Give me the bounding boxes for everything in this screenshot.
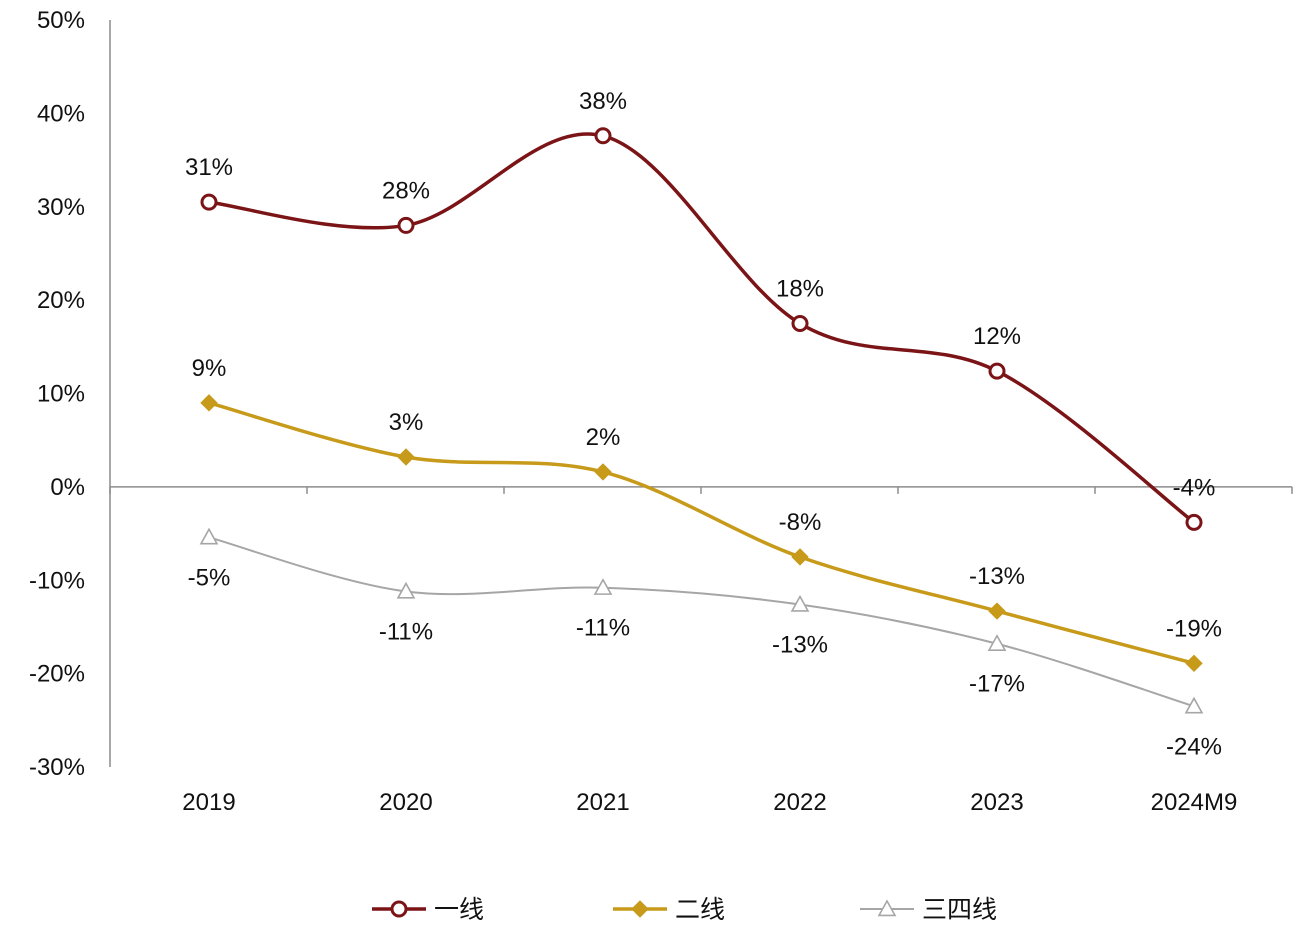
legend-label: 一线 — [434, 895, 484, 924]
data-point-tier3-4 — [396, 581, 416, 599]
x-tick-label: 2019 — [182, 789, 235, 816]
data-point-tier2 — [594, 463, 612, 481]
data-label-tier2: -8% — [779, 509, 822, 536]
series-tier2 — [200, 394, 1203, 673]
y-tick-label: -30% — [29, 754, 85, 781]
y-tick-label: 20% — [37, 287, 85, 314]
data-label-tier3-4: -5% — [188, 564, 231, 591]
series-line-tier3-4 — [208, 536, 1195, 708]
series-tier3-4 — [199, 527, 1204, 714]
data-label-tier2: 3% — [389, 409, 424, 436]
legend-swatch-marker — [390, 900, 408, 918]
data-label-tier3-4: -24% — [1166, 733, 1222, 760]
data-label-tier3-4: -13% — [772, 632, 828, 659]
data-point-tier1 — [200, 193, 218, 211]
data-point-tier1 — [594, 127, 612, 145]
legend-item-tier3-4: 三四线 — [860, 895, 997, 924]
data-point-tier3-4 — [593, 578, 613, 595]
legend-swatch-marker — [631, 900, 649, 918]
data-point-tier1 — [791, 314, 809, 332]
data-point-tier3-4 — [790, 594, 810, 612]
x-tick-label: 2021 — [576, 789, 629, 816]
x-tick-label: 2022 — [773, 789, 826, 816]
data-label-tier2: 2% — [586, 424, 621, 451]
data-label-tier3-4: -11% — [576, 615, 630, 642]
data-point-tier2 — [200, 394, 218, 412]
data-label-tier2: -19% — [1166, 615, 1222, 642]
data-point-tier3-4 — [199, 527, 219, 545]
y-tick-label: 10% — [37, 381, 85, 408]
data-point-tier1 — [397, 216, 415, 234]
data-point-tier2 — [1185, 654, 1203, 673]
y-tick-label: 0% — [50, 474, 85, 501]
data-label-tier1: 28% — [382, 177, 430, 204]
data-label-tier1: 31% — [185, 154, 233, 181]
data-label-tier2: -13% — [969, 563, 1025, 590]
y-tick-label: 30% — [37, 194, 85, 221]
legend-label: 三四线 — [922, 895, 997, 924]
data-point-tier3-4 — [1184, 696, 1204, 714]
y-tick-label: 40% — [37, 100, 85, 127]
data-labels: 31% 28% 38% 18% 12% -4% 9% 3% 2% -8% -13% -19% -5% -1… — [185, 88, 1222, 761]
legend-label: 二线 — [675, 895, 725, 924]
series-line-tier1 — [207, 132, 1196, 525]
data-point-tier1 — [1185, 513, 1203, 531]
y-tick-label: -10% — [29, 567, 85, 594]
data-point-tier2 — [397, 448, 415, 466]
x-tick-label: 2024M9 — [1151, 789, 1238, 816]
data-point-tier1 — [988, 362, 1006, 380]
series-group — [199, 127, 1204, 714]
y-tick-label: 50% — [37, 7, 85, 34]
legend-item-tier2: 二线 — [613, 895, 725, 924]
data-label-tier1: 18% — [776, 275, 824, 302]
axes: -30% -20% -10% 0% 10% 20% 30% 40% 50% 2019 2020 202… — [29, 7, 1293, 816]
legend-swatch-marker — [877, 899, 897, 917]
data-label-tier1: -4% — [1173, 474, 1216, 501]
data-label-tier2: 9% — [192, 355, 227, 382]
legend: 一线 二线 三四线 — [372, 895, 997, 924]
legend-item-tier1: 一线 — [372, 895, 484, 924]
series-tier1 — [200, 127, 1203, 531]
series-line-tier2 — [207, 401, 1196, 666]
data-label-tier3-4: -11% — [379, 618, 433, 645]
x-tick-label: 2020 — [379, 789, 432, 816]
data-label-tier1: 38% — [579, 88, 627, 115]
data-point-tier2 — [791, 548, 809, 566]
data-label-tier1: 12% — [973, 323, 1021, 350]
data-label-tier3-4: -17% — [969, 671, 1025, 698]
data-point-tier2 — [988, 602, 1006, 620]
y-tick-label: -20% — [29, 661, 85, 688]
data-point-tier3-4 — [987, 634, 1007, 651]
x-tick-label: 2023 — [970, 789, 1023, 816]
